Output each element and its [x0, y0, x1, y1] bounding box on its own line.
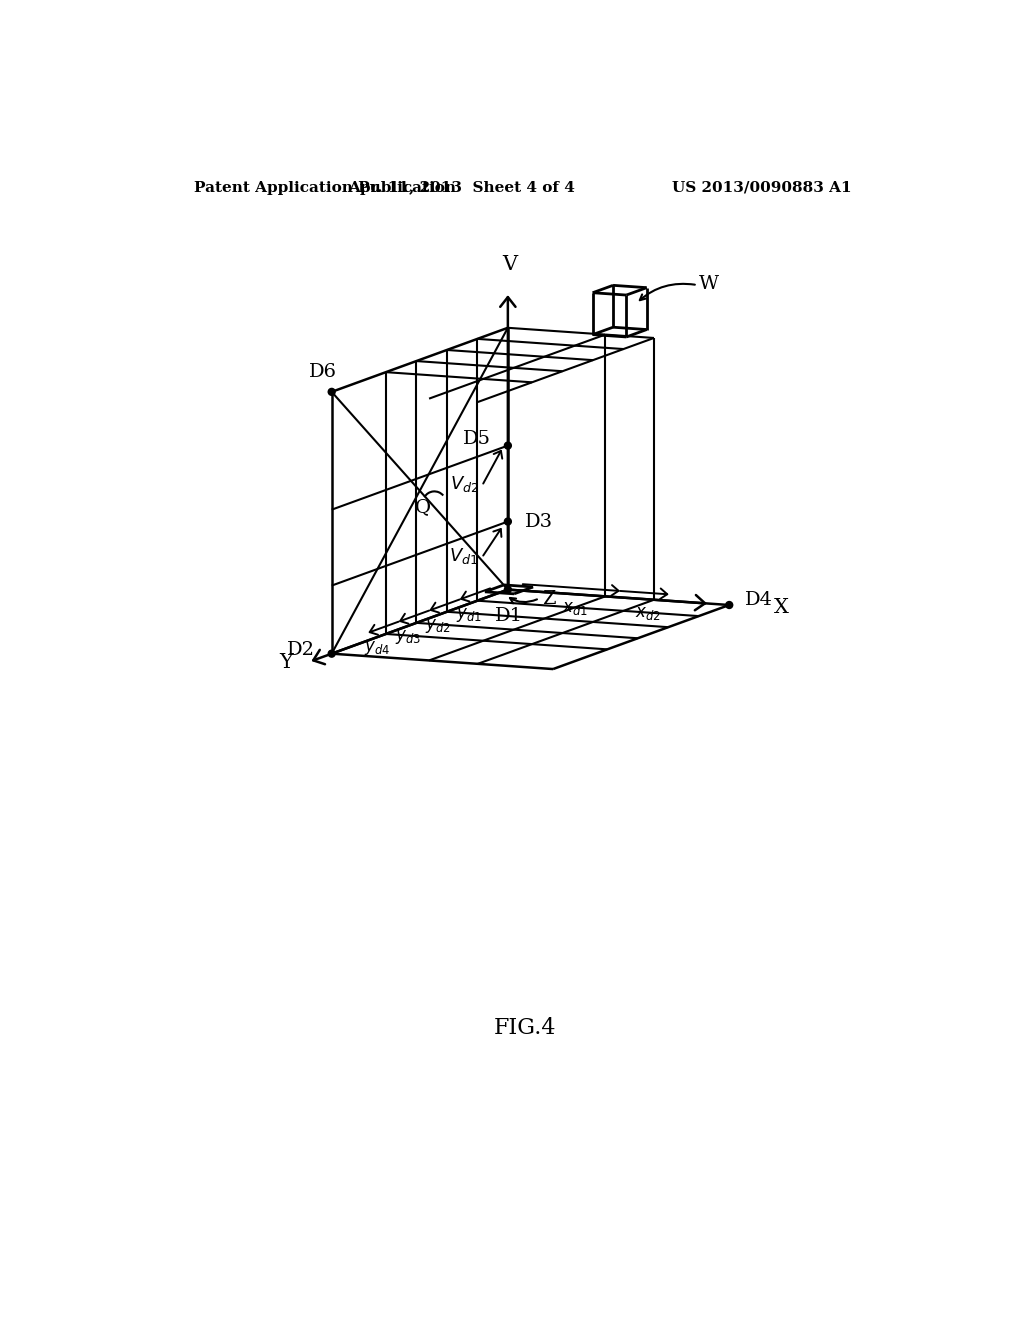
Text: X: X [774, 598, 788, 616]
Text: D1: D1 [496, 607, 523, 624]
Text: Patent Application Publication: Patent Application Publication [194, 181, 456, 194]
Text: $y_{d4}$: $y_{d4}$ [365, 639, 390, 657]
Text: $V_{d1}$: $V_{d1}$ [450, 545, 478, 565]
Circle shape [329, 651, 335, 657]
Text: D2: D2 [287, 640, 314, 659]
Text: $y_{d3}$: $y_{d3}$ [394, 628, 421, 647]
Circle shape [505, 442, 511, 449]
Text: Z: Z [542, 590, 555, 609]
Circle shape [329, 388, 335, 395]
Text: $x_{d1}$: $x_{d1}$ [562, 599, 589, 616]
Text: D6: D6 [308, 363, 337, 381]
Text: D3: D3 [524, 512, 553, 531]
Text: $y_{d1}$: $y_{d1}$ [456, 606, 481, 624]
Text: Q: Q [415, 498, 431, 516]
Text: Apr. 11, 2013  Sheet 4 of 4: Apr. 11, 2013 Sheet 4 of 4 [348, 181, 575, 194]
Text: Y: Y [279, 653, 293, 672]
Text: $x_{d2}$: $x_{d2}$ [636, 605, 662, 622]
Circle shape [505, 586, 511, 593]
Text: FIG.4: FIG.4 [494, 1018, 556, 1040]
Text: V: V [502, 255, 517, 273]
Text: D5: D5 [463, 430, 490, 449]
Text: US 2013/0090883 A1: US 2013/0090883 A1 [672, 181, 852, 194]
Circle shape [505, 517, 511, 525]
Text: D4: D4 [744, 591, 773, 610]
Text: $V_{d2}$: $V_{d2}$ [450, 474, 478, 494]
Circle shape [726, 602, 733, 609]
Text: $y_{d2}$: $y_{d2}$ [425, 618, 452, 635]
Text: W: W [699, 276, 719, 293]
